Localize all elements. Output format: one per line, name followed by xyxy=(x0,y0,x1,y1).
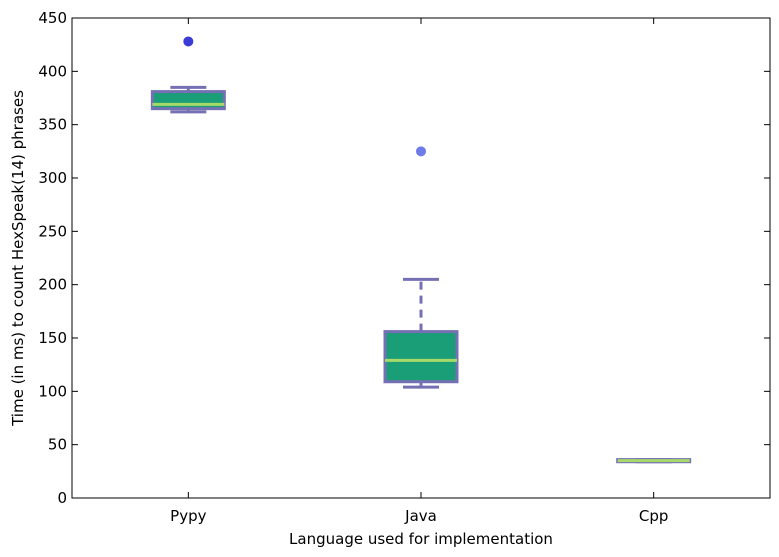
outlier-point xyxy=(416,146,426,157)
box-cpp xyxy=(616,458,692,464)
axes-frame xyxy=(71,17,771,499)
x-tick-label-cpp: Cpp xyxy=(639,507,669,525)
y-axis-label: Time (in ms) to count HexSpeak(14) phras… xyxy=(9,90,27,427)
y-tick-label: 300 xyxy=(38,169,67,187)
x-tick-label-pypy: Pypy xyxy=(170,507,206,525)
y-tick-label: 100 xyxy=(38,382,67,400)
box-java xyxy=(383,146,459,389)
y-tick-label: 0 xyxy=(57,489,67,507)
x-tick-label-java: Java xyxy=(404,507,437,525)
y-tick-label: 150 xyxy=(38,329,67,347)
y-tick-label: 450 xyxy=(38,9,67,27)
box-pypy xyxy=(150,36,226,114)
box-iqr xyxy=(150,90,226,111)
box-iqr xyxy=(383,330,459,384)
axis-ticks: 0 50 100 150 200 250 300 350 400 450 Pypy Java Cpp xyxy=(38,9,770,525)
x-axis-label: Language used for implementation xyxy=(289,530,553,548)
y-tick-label: 250 xyxy=(38,222,67,240)
y-tick-label: 400 xyxy=(38,62,67,80)
outlier-point xyxy=(183,36,194,47)
plot-area xyxy=(150,36,692,464)
y-tick-label: 350 xyxy=(38,116,67,134)
y-tick-label: 50 xyxy=(48,436,67,454)
y-tick-label: 200 xyxy=(38,276,67,294)
